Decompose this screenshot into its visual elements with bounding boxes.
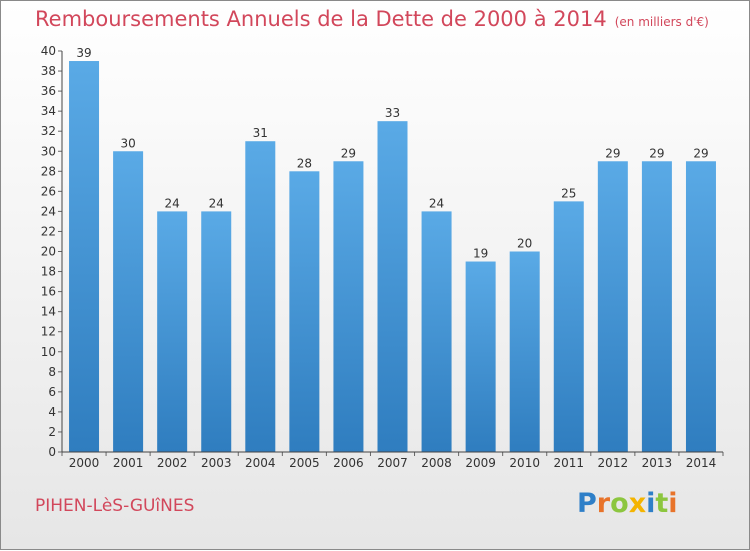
logo-letter: t	[655, 488, 669, 519]
bar-value-label: 28	[297, 156, 312, 170]
bar-value-label: 25	[561, 186, 576, 200]
bar-value-label: 24	[165, 196, 180, 210]
bar-value-label: 31	[253, 126, 268, 140]
y-tick-label: 18	[41, 265, 56, 279]
y-tick-label: 26	[41, 184, 56, 198]
bar	[289, 171, 320, 453]
bar	[553, 201, 584, 452]
y-tick-label: 28	[41, 164, 56, 178]
y-tick-label: 2	[48, 425, 56, 439]
chart-title-text: Remboursements Annuels de la Dette de 20…	[35, 7, 607, 31]
x-tick-label: 2008	[421, 456, 452, 470]
y-tick-label: 0	[48, 445, 56, 459]
x-tick-label: 2014	[686, 456, 717, 470]
logo-letter: P	[577, 488, 597, 519]
x-tick-label: 2011	[553, 456, 584, 470]
y-tick-label: 16	[41, 285, 56, 299]
bar-value-label: 29	[605, 146, 620, 160]
bar	[245, 141, 276, 452]
bar	[69, 61, 100, 453]
x-tick-label: 2012	[598, 456, 629, 470]
bar	[201, 211, 232, 452]
x-tick-label: 2013	[642, 456, 673, 470]
chart-title: Remboursements Annuels de la Dette de 20…	[35, 7, 709, 31]
y-tick-label: 36	[41, 84, 56, 98]
bar-value-label: 29	[649, 146, 664, 160]
bar-value-label: 24	[429, 196, 444, 210]
x-tick-label: 2000	[69, 456, 100, 470]
y-tick-label: 40	[41, 44, 56, 58]
bar-value-label: 30	[120, 136, 135, 150]
bar-value-label: 29	[693, 146, 708, 160]
logo-letter: r	[596, 488, 611, 519]
x-tick-label: 2007	[377, 456, 408, 470]
y-tick-label: 10	[41, 345, 56, 359]
bar	[113, 151, 144, 452]
x-tick-label: 2002	[157, 456, 188, 470]
bar	[377, 121, 408, 453]
bar	[641, 161, 672, 452]
y-tick-label: 20	[41, 245, 56, 259]
bar-value-label: 20	[517, 237, 532, 251]
commune-name: PIHEN-LèS-GUîNES	[35, 496, 195, 516]
x-tick-label: 2004	[245, 456, 276, 470]
bar-value-label: 19	[473, 247, 488, 261]
y-tick-label: 8	[48, 365, 56, 379]
bar	[333, 161, 364, 452]
bar	[157, 211, 188, 452]
x-tick-label: 2009	[465, 456, 496, 470]
x-tick-label: 2005	[289, 456, 320, 470]
y-tick-label: 32	[41, 124, 56, 138]
y-tick-label: 6	[48, 385, 56, 399]
x-tick-label: 2001	[113, 456, 144, 470]
y-tick-label: 22	[41, 224, 56, 238]
logo-letter: o	[610, 488, 629, 519]
bar-value-label: 24	[209, 196, 224, 210]
y-tick-label: 38	[41, 64, 56, 78]
logo-letter: i	[646, 488, 656, 519]
proxiti-logo: Proxiti	[577, 488, 678, 519]
y-tick-label: 12	[41, 325, 56, 339]
x-tick-label: 2006	[333, 456, 364, 470]
logo-letter: x	[628, 488, 647, 519]
chart-subtitle: (en milliers d'€)	[614, 15, 709, 29]
bar	[597, 161, 628, 452]
y-tick-label: 24	[41, 204, 56, 218]
bar-value-label: 33	[385, 106, 400, 120]
bar-value-label: 29	[341, 146, 356, 160]
x-tick-label: 2003	[201, 456, 232, 470]
bar	[465, 261, 496, 452]
bar	[509, 251, 540, 452]
y-tick-label: 4	[48, 405, 56, 419]
bar	[685, 161, 716, 452]
logo-letter: i	[668, 488, 678, 519]
y-tick-label: 34	[41, 104, 56, 118]
bar-value-label: 39	[76, 46, 91, 60]
x-tick-label: 2010	[509, 456, 540, 470]
y-tick-label: 14	[41, 305, 56, 319]
bar	[421, 211, 452, 452]
y-tick-label: 30	[41, 144, 56, 158]
